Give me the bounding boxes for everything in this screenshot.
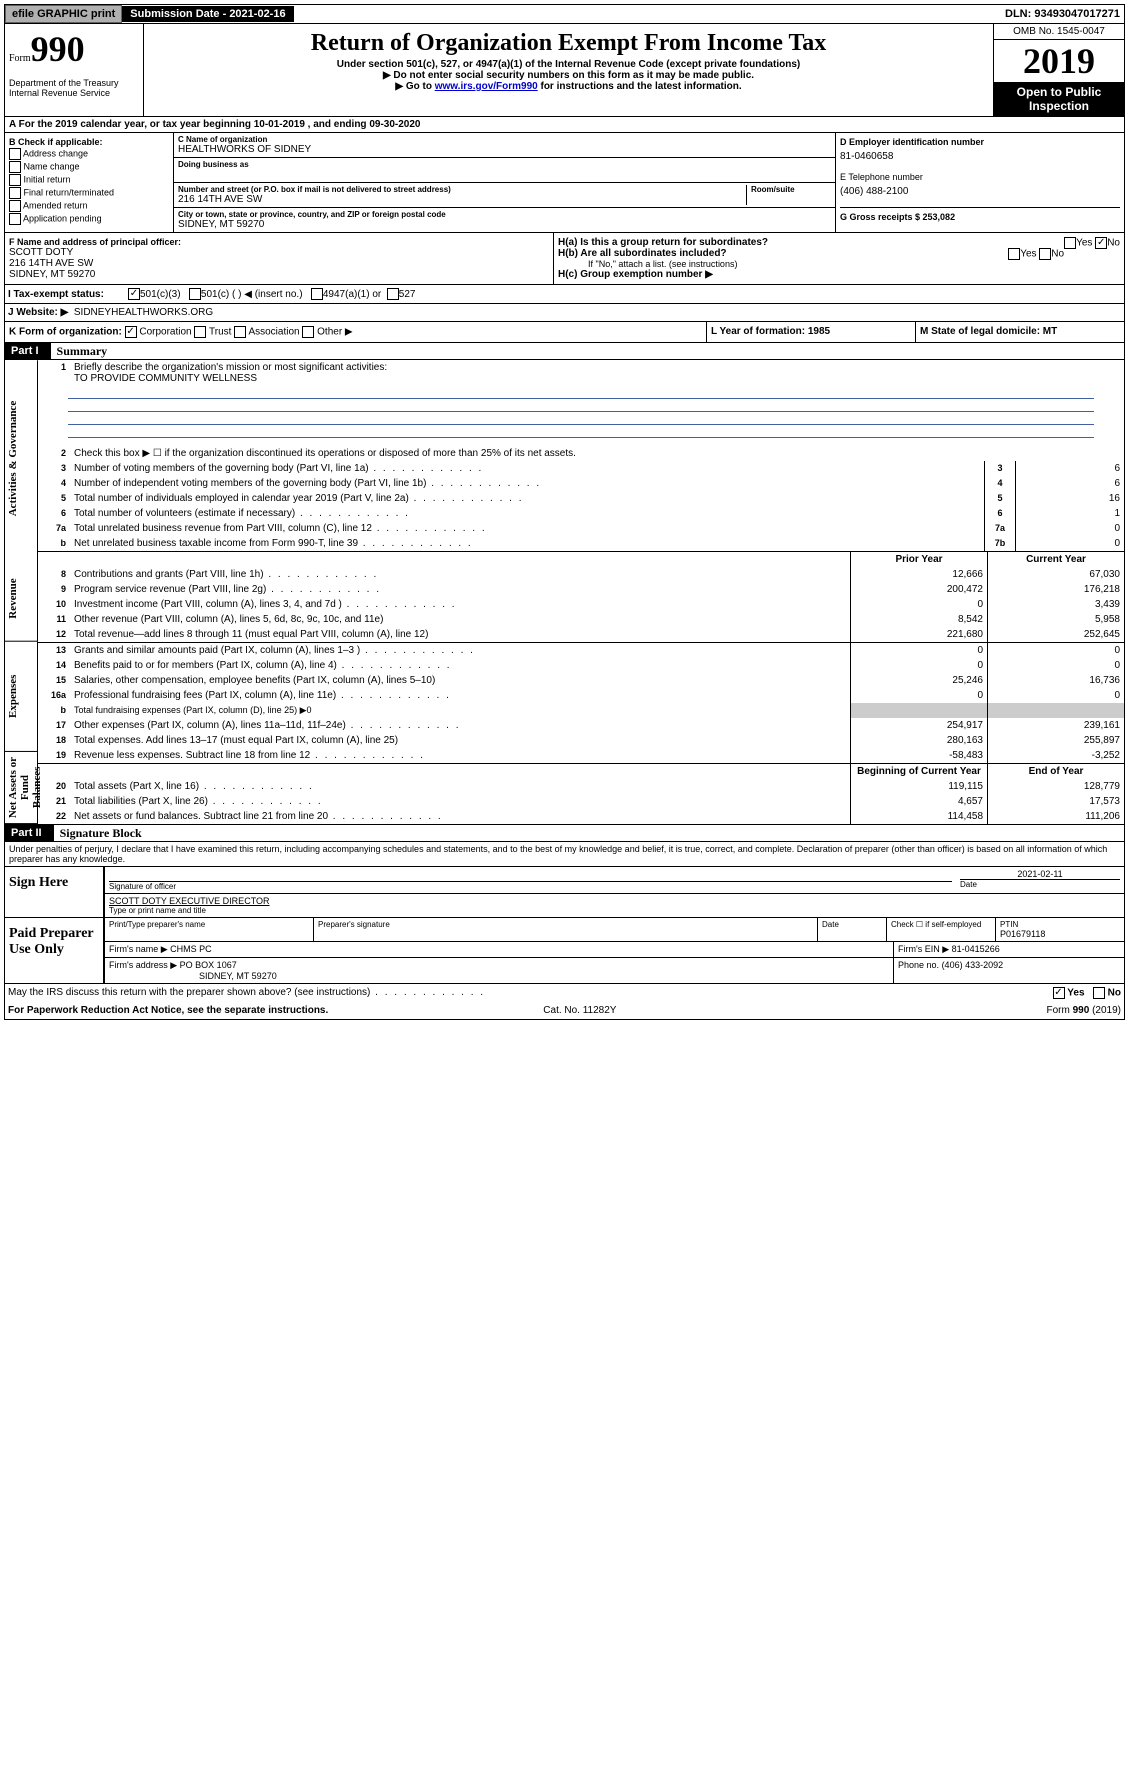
- entity-block: B Check if applicable: Address change Na…: [4, 133, 1125, 233]
- signature-block: Under penalties of perjury, I declare th…: [4, 842, 1125, 984]
- p8: 12,666: [850, 567, 987, 582]
- row-klm: K Form of organization: ✓ Corporation Tr…: [4, 322, 1125, 343]
- v5: 16: [1015, 491, 1124, 506]
- gross-receipts: G Gross receipts $ 253,082: [840, 207, 1120, 222]
- year-formation: L Year of formation: 1985: [707, 322, 916, 342]
- ha-yes[interactable]: [1064, 237, 1076, 249]
- part2-header: Part II Signature Block: [4, 825, 1125, 842]
- cb-trust[interactable]: [194, 326, 206, 338]
- sign-here-label: Sign Here: [5, 867, 103, 917]
- hb-no[interactable]: [1039, 248, 1051, 260]
- firm-phone: (406) 433-2092: [942, 960, 1004, 970]
- discuss-no[interactable]: [1093, 987, 1105, 999]
- org-name: HEALTHWORKS OF SIDNEY: [178, 144, 831, 155]
- cb-pending[interactable]: [9, 213, 21, 225]
- v3: 6: [1015, 461, 1124, 476]
- paid-preparer-label: Paid Preparer Use Only: [5, 918, 103, 983]
- top-bar: efile GRAPHIC print Submission Date - 20…: [4, 4, 1125, 24]
- cb-501c[interactable]: [189, 288, 201, 300]
- cb-corp[interactable]: ✓: [125, 326, 137, 338]
- firm-addr: PO BOX 1067: [180, 960, 237, 970]
- section-a: A For the 2019 calendar year, or tax yea…: [4, 117, 1125, 133]
- form-title: Return of Organization Exempt From Incom…: [148, 30, 989, 57]
- org-address: 216 14TH AVE SW: [178, 194, 746, 205]
- phone: (406) 488-2100: [840, 182, 1120, 207]
- cb-other[interactable]: [302, 326, 314, 338]
- col-b-checkboxes: B Check if applicable: Address change Na…: [5, 133, 174, 232]
- hb-yes[interactable]: [1008, 248, 1020, 260]
- sig-date: 2021-02-11: [960, 869, 1120, 879]
- submission-date: Submission Date - 2021-02-16: [122, 6, 293, 22]
- cb-amended[interactable]: [9, 200, 21, 212]
- col-de: D Employer identification number 81-0460…: [836, 133, 1124, 232]
- cb-final[interactable]: [9, 187, 21, 199]
- col-c-org: C Name of organization HEALTHWORKS OF SI…: [174, 133, 836, 232]
- vtab-activities: Activities & Governance: [5, 360, 38, 557]
- omb-number: OMB No. 1545-0047: [994, 24, 1124, 40]
- officer-print-name: SCOTT DOTY EXECUTIVE DIRECTOR: [109, 896, 1120, 906]
- discuss-row: May the IRS discuss this return with the…: [4, 984, 1125, 1002]
- v7b: 0: [1015, 536, 1124, 551]
- row-fh: F Name and address of principal officer:…: [4, 233, 1125, 285]
- website: SIDNEYHEALTHWORKS.ORG: [74, 307, 213, 318]
- form-ref: Form 990 (2019): [1047, 1005, 1121, 1016]
- v7a: 0: [1015, 521, 1124, 536]
- vtab-revenue: Revenue: [5, 557, 38, 642]
- subtitle: Under section 501(c), 527, or 4947(a)(1)…: [148, 59, 989, 70]
- irs-link[interactable]: www.irs.gov/Form990: [435, 81, 538, 92]
- ein: 81-0460658: [840, 147, 1120, 172]
- note-link: ▶ Go to www.irs.gov/Form990 for instruct…: [148, 81, 989, 92]
- org-city: SIDNEY, MT 59270: [178, 219, 831, 230]
- form-header: Form990 Department of the Treasury Inter…: [4, 24, 1125, 117]
- v6: 1: [1015, 506, 1124, 521]
- tax-year: 2019: [994, 40, 1124, 82]
- cb-527[interactable]: [387, 288, 399, 300]
- sect-netassets: Beginning of Current YearEnd of Year 20T…: [38, 764, 1124, 824]
- ptin: P01679118: [1000, 929, 1120, 939]
- cb-4947[interactable]: [311, 288, 323, 300]
- ha-no[interactable]: ✓: [1095, 237, 1107, 249]
- footer: For Paperwork Reduction Act Notice, see …: [4, 1002, 1125, 1020]
- state-domicile: M State of legal domicile: MT: [916, 322, 1124, 342]
- row-i: I Tax-exempt status: ✓ 501(c)(3) 501(c) …: [4, 285, 1125, 304]
- cb-name[interactable]: [9, 161, 21, 173]
- mission-text: TO PROVIDE COMMUNITY WELLNESS: [74, 373, 257, 384]
- efile-btn[interactable]: efile GRAPHIC print: [5, 5, 122, 23]
- v4: 6: [1015, 476, 1124, 491]
- cb-address[interactable]: [9, 148, 21, 160]
- row-j: J Website: ▶ SIDNEYHEALTHWORKS.ORG: [4, 304, 1125, 322]
- dln: DLN: 93493047017271: [1005, 8, 1124, 20]
- cb-assoc[interactable]: [234, 326, 246, 338]
- firm-ein: 81-0415266: [952, 944, 1000, 954]
- note-ssn: ▶ Do not enter social security numbers o…: [148, 70, 989, 81]
- vtab-netassets: Net Assets or Fund Balances: [5, 752, 38, 824]
- sect-expenses: 13Grants and similar amounts paid (Part …: [38, 643, 1124, 764]
- cb-initial[interactable]: [9, 174, 21, 186]
- cb-501c3[interactable]: ✓: [128, 288, 140, 300]
- officer-name: SCOTT DOTY: [9, 247, 549, 258]
- dept-treasury: Department of the Treasury Internal Reve…: [9, 78, 139, 98]
- sect-revenue: Prior YearCurrent Year 8Contributions an…: [38, 552, 1124, 643]
- vtab-expenses: Expenses: [5, 642, 38, 752]
- discuss-yes[interactable]: ✓: [1053, 987, 1065, 999]
- sect-activities: 1Briefly describe the organization's mis…: [38, 360, 1124, 552]
- part1-header: Part I Summary: [4, 343, 1125, 360]
- open-public: Open to Public Inspection: [994, 82, 1124, 116]
- summary-body: Activities & Governance Revenue Expenses…: [4, 360, 1125, 825]
- c8: 67,030: [987, 567, 1124, 582]
- firm-name: CHMS PC: [170, 944, 212, 954]
- perjury-text: Under penalties of perjury, I declare th…: [5, 842, 1124, 866]
- form-number: Form990: [9, 28, 139, 70]
